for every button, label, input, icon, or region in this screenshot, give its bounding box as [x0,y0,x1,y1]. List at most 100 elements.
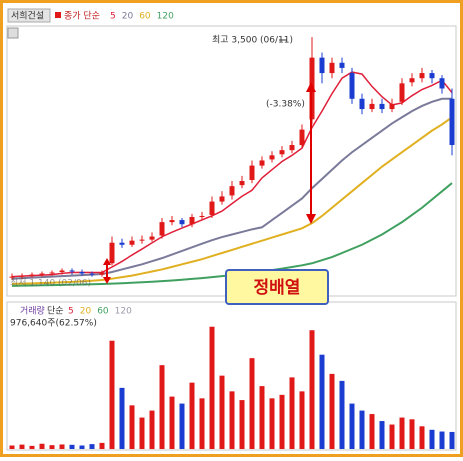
volume-bar [139,417,145,449]
volume-bar [79,445,85,449]
candle-body [389,103,395,110]
volume-bar [179,403,185,449]
legend-entry: 120 [157,12,174,22]
volume-bar [69,444,75,449]
volume-bar [109,340,115,449]
volume-bar [59,444,65,449]
candle-body [239,181,245,186]
volume-bar [449,431,455,449]
legend-subtitle: 종가 단순 [64,11,100,22]
volume-bar [29,445,35,449]
label-box [225,269,329,305]
candle-body [69,270,75,272]
candle-body [439,78,445,89]
candle-body [149,236,155,240]
volume-bar [379,421,385,449]
candle-body [39,273,45,275]
volume-bar [409,419,415,449]
legend-entry: 5 [68,307,74,317]
volume-bar [39,443,45,449]
volume-bar [169,396,175,449]
legend-entry: 60 [139,12,151,22]
candle-body [299,129,305,146]
volume-bar [249,358,255,449]
volume-bar [369,414,375,449]
candle-body [169,220,175,223]
volume-bar [289,377,295,449]
moving-average-line [11,71,453,278]
volume-bar [339,380,345,449]
candle-body [229,186,235,196]
panel-icon [7,27,19,39]
volume-bar [9,445,15,449]
title-box [7,8,51,23]
candle-body [429,73,435,79]
candle-body [109,242,115,264]
volume-bar [149,410,155,449]
volume-bar [89,444,95,449]
candle-body [379,103,385,110]
volume-bar [159,365,165,449]
volume-bar [189,382,195,449]
candle-body [209,201,215,215]
volume-bar [389,424,395,449]
candle-body [49,272,55,274]
volume-subtitle: 단순 [47,306,64,317]
volume-bar [19,444,25,449]
candle-body [179,220,185,225]
candle-body [199,215,205,218]
volume-bar [209,326,215,449]
legend-entry: 20 [80,307,92,317]
candle-body [79,272,85,274]
candle-body [329,62,335,74]
candle-body [349,73,355,99]
volume-bar [129,405,135,449]
volume-bar [329,373,335,449]
volume-bar [349,403,355,449]
volume-bar [239,400,245,449]
annotation: 최고 3,500 (06/11) [212,35,293,46]
candle-body [9,276,15,278]
plot [9,37,455,449]
candle-body [399,83,405,102]
annotation: (-3.38%) [266,100,305,110]
volume-bar [419,426,425,449]
candle-body [339,62,345,68]
legend: 5 20 60 120 [68,307,132,317]
volume-bar [279,394,285,449]
legend-swatch [55,12,61,18]
label-text: 정배열 [254,278,301,298]
candle-body [249,165,255,180]
volume-bar [49,445,55,449]
volume-bar [319,354,325,449]
legend-entry: 120 [115,307,132,317]
volume-bar [359,410,365,449]
moving-average-line [11,97,452,280]
candle-body [139,239,145,241]
volume-bar [439,431,445,449]
volume-bar [309,330,315,449]
volume-bar [269,398,275,449]
candle-body [259,160,265,166]
candle-body [99,272,105,275]
candle-body [369,103,375,110]
volume-bar [429,429,435,449]
moving-average-line [11,116,453,285]
volume-title: 거래량 [20,305,45,317]
candle-body [129,240,135,245]
candle-body [189,217,195,225]
volume-label: 976,640주(62.57%) [10,318,97,329]
legend-entry: 20 [122,12,134,22]
candle-body [269,155,275,160]
arrow-head [103,258,111,284]
candle-body [409,78,415,83]
candle-body [19,275,25,277]
candle-body [59,270,65,273]
candle-body [119,242,125,245]
volume-bar [219,375,225,449]
chart-title: 서희건설 [11,10,44,22]
volume-bar [119,387,125,449]
volume-bar [99,442,105,449]
volume-bar [299,391,305,449]
